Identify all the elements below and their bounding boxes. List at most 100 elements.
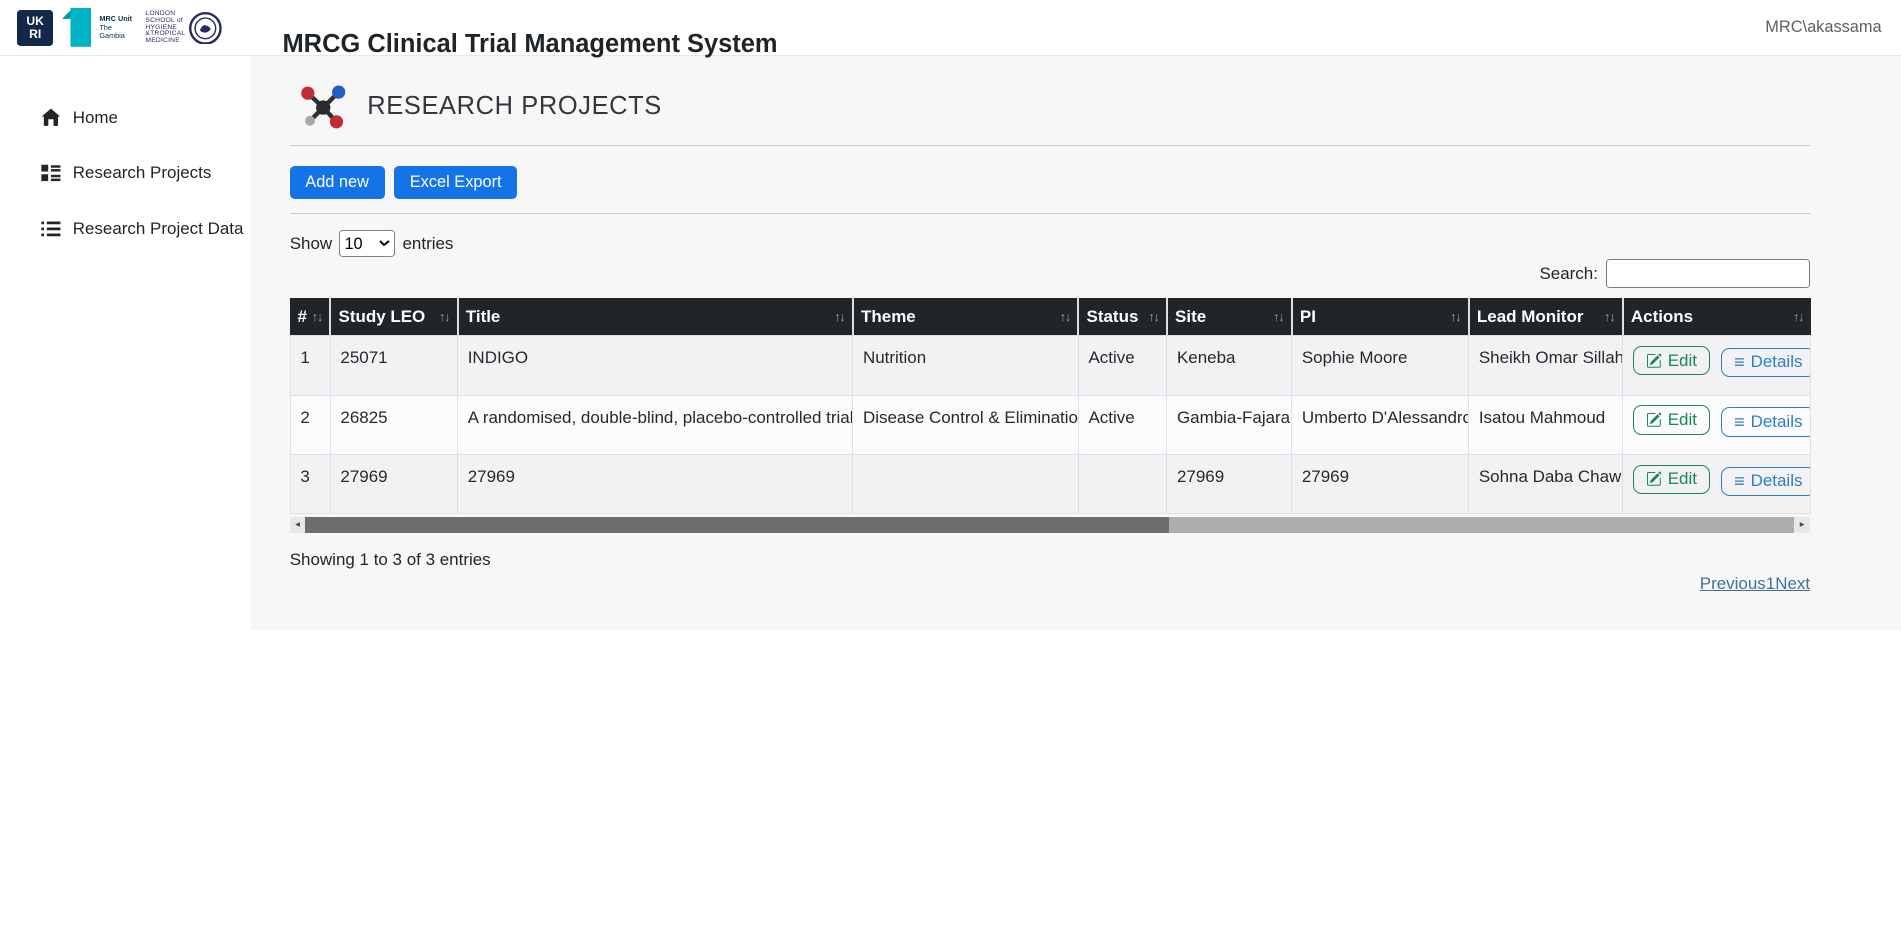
details-button-label: Details	[1750, 411, 1803, 431]
table-info: Showing 1 to 3 of 3 entries	[289, 549, 491, 569]
edit-button-label: Edit	[1667, 469, 1697, 489]
mrc-unit-text: MRC Unit The Gambia	[99, 14, 133, 41]
pencil-square-icon	[1646, 471, 1662, 487]
sidebar-item-research-project-data[interactable]: Research Project Data	[0, 201, 251, 257]
sort-icon: ↑↓	[1148, 309, 1160, 325]
column-header-study-leo[interactable]: Study LEO ↑↓	[329, 298, 458, 336]
scroll-right-icon: ▸	[1799, 519, 1805, 531]
main-panel: RESEARCH PROJECTS Add new Excel Export S…	[250, 55, 1901, 631]
cell-study-leo: 26825	[329, 394, 459, 455]
cell-study-leo: 27969	[329, 454, 459, 515]
cell-num: 2	[289, 394, 331, 455]
edit-button-label: Edit	[1667, 409, 1697, 429]
cell-title: INDIGO	[457, 335, 854, 396]
cell-site: Keneba	[1166, 335, 1293, 396]
page-length-select[interactable]: 10	[339, 230, 396, 257]
sidebar-item-home[interactable]: Home	[0, 90, 251, 146]
details-button-label: Details	[1750, 471, 1803, 491]
pagination-next-link[interactable]: Next	[1775, 574, 1811, 594]
home-icon	[41, 108, 61, 126]
edit-button[interactable]: Edit	[1632, 464, 1711, 494]
horizontal-scrollbar[interactable]: ◂ ▸	[289, 516, 1811, 533]
page-title: RESEARCH PROJECTS	[367, 92, 662, 121]
column-header-lead-monitor[interactable]: Lead Monitor ↑↓	[1467, 298, 1623, 336]
scroll-left-icon: ◂	[295, 519, 301, 531]
sort-icon: ↑↓	[1059, 309, 1072, 325]
pencil-square-icon	[1646, 412, 1662, 427]
table-row: 3 27969 27969 27969 27969 Sohna Daba Cha…	[289, 454, 1812, 515]
column-header-status[interactable]: Status ↑↓	[1077, 298, 1167, 336]
column-label: Study LEO	[338, 306, 426, 326]
cell-site: Gambia-Fajara	[1166, 394, 1293, 455]
scroll-left-button[interactable]: ◂	[289, 516, 306, 533]
column-header-theme[interactable]: Theme ↑↓	[851, 298, 1079, 336]
ukri-logo-text: UK	[26, 13, 44, 28]
table-header-row: # ↑↓ Study LEO ↑↓ Title ↑↓ Theme ↑↓ Status ↑↓…	[290, 298, 1811, 336]
research-projects-table: # ↑↓ Study LEO ↑↓ Title ↑↓ Theme ↑↓ Status ↑↓…	[289, 298, 1812, 515]
cell-site: 27969	[1166, 454, 1293, 515]
column-label: Lead Monitor	[1476, 306, 1584, 326]
column-header-pi[interactable]: PI ↑↓	[1290, 298, 1469, 336]
pagination-previous-link[interactable]: Previous	[1699, 574, 1766, 594]
scrollbar-track[interactable]	[305, 516, 1795, 533]
table-search-control: Search:	[290, 259, 1811, 289]
details-button[interactable]: ≡ Details	[1720, 347, 1810, 378]
project-data-list-icon	[41, 221, 61, 237]
excel-export-button[interactable]: Excel Export	[394, 165, 518, 199]
cell-study-leo: 25071	[329, 335, 459, 396]
cell-actions: Edit ≡ Details	[1622, 394, 1812, 455]
pagination: Previous 1 Next	[290, 574, 1810, 594]
details-list-icon: ≡	[1733, 471, 1745, 492]
cell-num: 3	[289, 454, 331, 515]
cell-theme	[852, 454, 1079, 515]
scrollbar-thumb[interactable]	[305, 516, 1169, 533]
column-header-site[interactable]: Site ↑↓	[1165, 298, 1292, 336]
sidebar-item-label: Research Project Data	[72, 219, 244, 239]
divider	[289, 213, 1811, 215]
details-button[interactable]: ≡ Details	[1720, 466, 1810, 496]
sort-icon: ↑↓	[438, 309, 451, 325]
toolbar: Add new Excel Export	[289, 165, 1810, 199]
sort-icon: ↑↓	[1273, 309, 1285, 325]
edit-button-label: Edit	[1667, 350, 1697, 370]
molecule-icon	[301, 85, 346, 129]
sort-icon: ↑↓	[1792, 309, 1805, 325]
cell-actions: Edit ≡ Details	[1622, 454, 1812, 515]
edit-button[interactable]: Edit	[1632, 345, 1711, 376]
search-label: Search:	[1539, 263, 1598, 283]
column-label: PI	[1299, 306, 1316, 326]
projects-list-icon	[41, 165, 61, 182]
table-row: 2 26825 A randomised, double-blind, plac…	[289, 394, 1812, 455]
logged-in-user: MRC\akassama	[1765, 18, 1882, 36]
add-new-button[interactable]: Add new	[289, 165, 385, 199]
top-bar: UK RI MRC Unit The Gambia LONDON SCHOOL …	[0, 0, 1901, 58]
lshtm-logo: LONDON SCHOOL of HYGIENE &TROPICAL MEDIC…	[145, 11, 222, 45]
column-header-num[interactable]: # ↑↓	[290, 298, 331, 336]
cell-lead-monitor: Sheikh Omar Sillah	[1468, 335, 1624, 396]
column-header-title[interactable]: Title ↑↓	[456, 298, 853, 336]
cell-pi: Umberto D'Alessandro	[1291, 394, 1470, 455]
page-heading: RESEARCH PROJECTS	[299, 82, 1810, 130]
sidebar-item-research-projects[interactable]: Research Projects	[0, 145, 251, 201]
cell-actions: Edit ≡ Details	[1622, 335, 1812, 396]
details-button-label: Details	[1750, 352, 1803, 372]
lshtm-emblem-icon	[188, 11, 222, 45]
table-row: 1 25071 INDIGO Nutrition Active Keneba S…	[289, 335, 1812, 396]
column-label: Actions	[1630, 306, 1694, 326]
cell-lead-monitor: Isatou Mahmoud	[1468, 394, 1624, 455]
pagination-page-1-link[interactable]: 1	[1765, 574, 1776, 594]
edit-button[interactable]: Edit	[1632, 405, 1711, 435]
app-title: MRCG Clinical Trial Management System	[282, 30, 778, 59]
details-button[interactable]: ≡ Details	[1720, 407, 1810, 437]
sidebar-item-label: Home	[72, 107, 118, 127]
column-label: #	[297, 306, 307, 326]
cell-title: 27969	[457, 454, 854, 515]
column-label: Theme	[861, 306, 916, 326]
cell-status: Active	[1077, 335, 1168, 396]
search-input[interactable]	[1606, 259, 1811, 289]
scroll-right-button[interactable]: ▸	[1794, 516, 1811, 533]
column-label: Site	[1175, 306, 1207, 326]
column-header-actions[interactable]: Actions ↑↓	[1621, 298, 1811, 336]
details-list-icon: ≡	[1733, 411, 1745, 432]
sort-icon: ↑↓	[311, 309, 324, 325]
